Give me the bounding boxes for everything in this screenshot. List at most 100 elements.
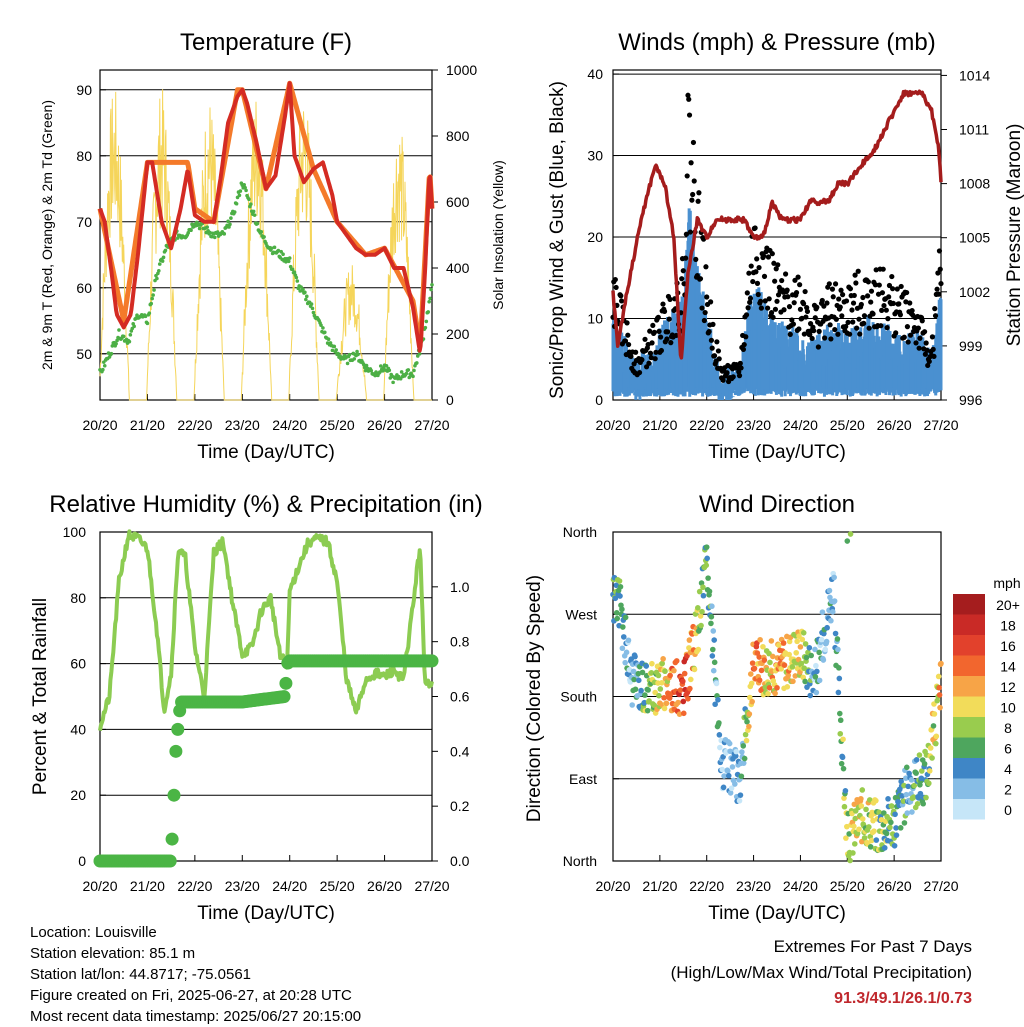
direction-point <box>768 638 775 644</box>
direction-point <box>892 811 898 818</box>
direction-point <box>871 828 877 834</box>
winds-y2-tick-label: 1002 <box>959 284 990 300</box>
gust-point <box>683 231 690 237</box>
gust-point <box>686 112 693 118</box>
gust-point <box>685 92 691 98</box>
speed-legend-swatch <box>953 717 985 738</box>
direction-point <box>931 711 938 717</box>
dewpoint-point <box>391 380 395 385</box>
humidity-title: Relative Humidity (%) & Precipitation (i… <box>49 491 482 518</box>
gust-point <box>645 341 651 348</box>
direction-point <box>903 791 910 798</box>
direction-point <box>663 700 670 707</box>
dewpoint-point <box>347 352 352 357</box>
direction-point <box>717 744 723 751</box>
direction-point <box>911 782 918 789</box>
dewpoint-point <box>426 310 431 314</box>
direction-point <box>826 587 833 594</box>
speed-legend-swatch <box>953 594 985 615</box>
winds-x-axis-label: Time (Day/UTC) <box>708 442 846 463</box>
gust-point <box>870 311 876 317</box>
direction-point <box>676 711 683 717</box>
precip-point <box>165 832 179 846</box>
direction-point <box>715 696 721 703</box>
gust-point <box>744 290 750 296</box>
direction-point <box>887 824 893 831</box>
direction-point <box>703 562 710 569</box>
dewpoint-point <box>149 301 154 306</box>
direction-point <box>789 664 796 670</box>
gust-point <box>622 338 629 344</box>
direction-point <box>816 649 822 656</box>
direction-point <box>858 803 865 809</box>
humidity-y-tick-label: 20 <box>70 787 86 803</box>
direction-point <box>767 659 773 666</box>
gust-point <box>658 347 665 354</box>
direction-point <box>844 823 850 830</box>
direction-point <box>680 678 686 685</box>
gust-point <box>931 353 937 359</box>
direction-point <box>746 711 753 717</box>
gust-point <box>829 286 836 292</box>
gust-point <box>736 373 743 379</box>
direction-point <box>898 778 904 785</box>
direction-point <box>915 795 922 801</box>
direction-point <box>661 694 667 701</box>
gust-point <box>653 349 659 355</box>
speed-legend-swatch <box>953 799 985 820</box>
gust-point <box>923 340 929 346</box>
temperature-x-tick-label: 23/20 <box>225 417 260 433</box>
direction-point <box>681 670 688 677</box>
direction-point <box>913 770 919 776</box>
temperature-y2-tick-label: 800 <box>446 128 470 144</box>
gust-point <box>628 353 634 360</box>
direction-point <box>725 768 731 774</box>
gust-point <box>807 332 813 338</box>
precip-point <box>169 744 183 758</box>
winds-chart <box>612 69 942 401</box>
direction-point <box>870 817 876 824</box>
dewpoint-point <box>110 344 115 348</box>
gust-point <box>904 289 910 296</box>
humidity-y-tick-label: 40 <box>70 721 86 737</box>
direction-point <box>891 842 898 849</box>
gust-point <box>716 356 722 362</box>
direction-point <box>780 640 787 646</box>
gust-point <box>919 318 925 324</box>
direction-point <box>696 588 703 595</box>
gust-point <box>772 278 778 284</box>
dewpoint-point <box>135 313 139 318</box>
direction-point <box>716 720 722 726</box>
gust-point <box>648 355 654 361</box>
direction-point <box>851 823 857 830</box>
direction-point <box>660 656 666 662</box>
direction-point <box>774 684 780 691</box>
direction-point <box>835 689 842 696</box>
direction-point <box>873 837 880 843</box>
gust-point <box>800 301 807 307</box>
gust-point <box>866 325 872 331</box>
dewpoint-point <box>249 202 253 206</box>
direction-point <box>909 809 915 815</box>
dewpoint-point <box>323 330 327 335</box>
winds-y2-tick-label: 1011 <box>959 122 989 138</box>
direction-point <box>900 798 907 804</box>
direction-point <box>756 677 763 683</box>
gust-point <box>797 306 804 312</box>
gust-point <box>854 325 860 331</box>
gust-point <box>750 278 756 285</box>
direction-point <box>820 657 827 663</box>
direction-point <box>706 588 713 595</box>
gust-point <box>700 236 707 242</box>
gust-point <box>747 299 753 305</box>
gust-point <box>792 277 798 283</box>
dewpoint-point <box>352 357 357 361</box>
direction-point <box>710 628 717 634</box>
direction-point <box>778 666 785 672</box>
dewpoint-point <box>189 228 193 233</box>
dewpoint-point <box>334 348 338 352</box>
winds-x-tick-label: 24/20 <box>783 417 818 433</box>
humidity-y-tick-label: 80 <box>70 590 86 606</box>
temperature-y2-tick-label: 600 <box>446 194 470 210</box>
dewpoint-point <box>355 349 359 354</box>
